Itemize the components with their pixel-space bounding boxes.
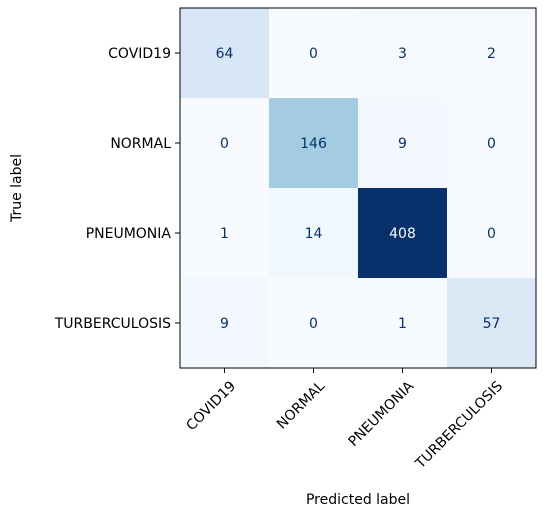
- heatmap-cell: [269, 8, 359, 99]
- cell-value-label: 0: [220, 136, 229, 152]
- heatmap-cell: [447, 98, 537, 189]
- cell-value-label: 57: [483, 316, 501, 332]
- cell-value-label: 0: [487, 226, 496, 242]
- heatmap-cell: [358, 278, 448, 369]
- x-tick-label: NORMAL: [274, 378, 328, 432]
- cell-value-label: 2: [487, 46, 496, 62]
- cell-value-label: 14: [305, 226, 323, 242]
- cell-value-label: 64: [216, 46, 234, 62]
- y-tick-label: TURBERCULOSIS: [54, 316, 171, 332]
- cell-value-label: 1: [398, 316, 407, 332]
- cell-value-label: 9: [220, 316, 229, 332]
- heatmap-cell: [180, 98, 270, 189]
- x-tick-label: TURBERCULOSIS: [412, 378, 506, 472]
- heatmap-cell: [358, 98, 448, 189]
- cell-value-label: 146: [300, 136, 327, 152]
- heatmap-cell: [269, 98, 359, 189]
- y-axis-ticks: COVID19 NORMAL PNEUMONIA TURBERCULOSIS: [54, 46, 180, 332]
- x-axis-label: Predicted label: [306, 492, 410, 508]
- y-tick-label: PNEUMONIA: [86, 226, 172, 242]
- x-tick-label: PNEUMONIA: [345, 378, 417, 450]
- cell-value-label: 0: [309, 46, 318, 62]
- heatmap-cell: [269, 278, 359, 369]
- heatmap-cell: [447, 188, 537, 279]
- heatmap-cell: [269, 188, 359, 279]
- heatmap-cell: [358, 188, 448, 279]
- cell-value-label: 0: [487, 136, 496, 152]
- y-axis-label: True label: [9, 154, 25, 223]
- heatmap-cell: [447, 278, 537, 369]
- y-tick-label: NORMAL: [110, 136, 171, 152]
- heatmap-cell: [180, 278, 270, 369]
- cell-value-label: 9: [398, 136, 407, 152]
- plot-frame: [179, 7, 537, 369]
- heatmap-cell: [358, 8, 448, 99]
- cell-value-label: 408: [389, 226, 416, 242]
- heatmap-cell: [180, 188, 270, 279]
- y-tick-label: COVID19: [108, 46, 171, 62]
- cell-value-label: 3: [398, 46, 407, 62]
- x-tick-label: COVID19: [183, 378, 239, 434]
- heatmap-cell: [447, 8, 537, 99]
- heatmap-cells: [180, 8, 537, 369]
- cell-value-label: 1: [220, 226, 229, 242]
- cell-value-label: 0: [309, 316, 318, 332]
- cell-value-labels: 64 0 3 2 0 146 9 0 1 14 408 0 9 0 1 57: [216, 46, 501, 332]
- heatmap-cell: [180, 8, 270, 99]
